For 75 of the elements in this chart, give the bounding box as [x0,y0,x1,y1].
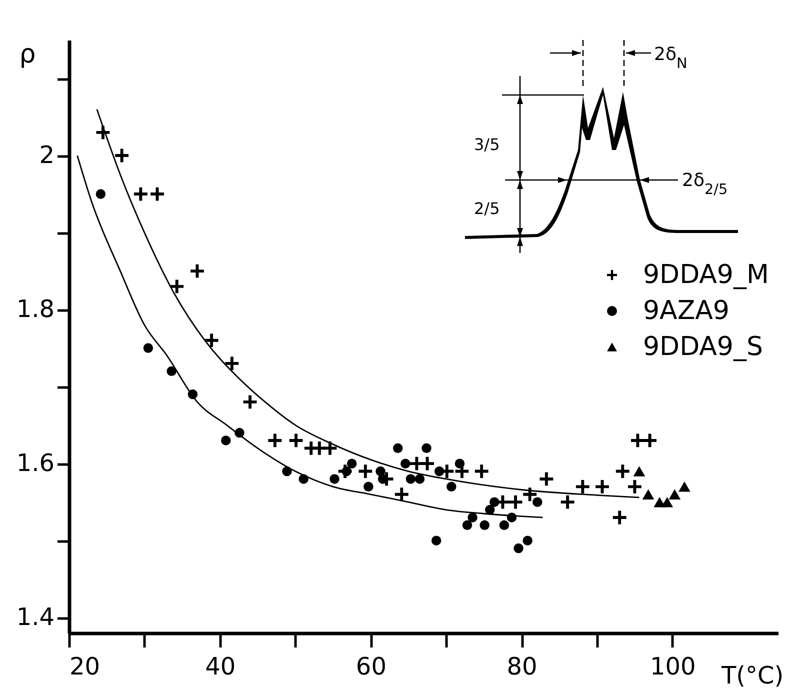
point [170,280,184,294]
annotation: 2δ$_{2/5}$ [682,170,728,198]
point [446,482,456,492]
point [422,443,432,454]
x-tick-label: 20 [70,652,100,680]
point [454,458,465,468]
point [514,543,524,554]
point [668,489,681,500]
point [268,434,282,448]
point [523,488,537,502]
y-tick-label: 2 [39,141,54,170]
point [560,495,574,509]
legend-label: 9DDA9_S [643,332,763,362]
point [612,510,626,524]
point [414,474,425,484]
point [134,187,148,201]
point [678,482,690,492]
point [631,434,644,448]
point [364,482,374,492]
point [499,520,510,530]
point [166,366,176,376]
y-tick-label: 1.8 [16,295,54,324]
legend-label: 9AZA9 [643,296,730,326]
point [225,356,239,370]
point [323,441,337,455]
annotation: 2δ$_{N}$ [654,44,688,72]
point [596,480,609,494]
point [289,434,303,448]
point [221,436,231,446]
point [243,395,257,409]
point [508,495,522,509]
point [394,488,408,502]
x-tick-label: 100 [650,652,696,680]
y-tick-label: 1.6 [16,449,54,478]
point [434,466,444,476]
point [358,464,372,478]
annotation: 2/5 [474,199,500,218]
point [376,466,386,476]
point [532,497,542,507]
point [143,343,154,353]
line-series [76,154,544,518]
point [643,434,656,448]
point [346,458,357,468]
x-tick-label: 60 [356,652,386,680]
point [490,497,500,507]
point [190,264,204,278]
point [480,520,490,530]
point [633,466,646,476]
legend-label: 9DDA9_M [643,260,769,290]
x-tick-label: 40 [205,652,236,680]
point [406,474,416,484]
point [150,187,164,201]
y-tick-label: 1.4 [16,603,54,632]
point [661,496,674,508]
point [462,520,472,530]
point [616,464,630,478]
point [522,536,532,546]
point [400,458,410,468]
annotation: 3/5 [474,135,500,154]
point [392,443,403,454]
point [628,480,642,494]
point [474,464,488,478]
x-tick-label: 80 [506,652,538,680]
y-axis-title: ρ [19,40,36,70]
point [576,480,590,494]
point [115,148,129,162]
point [204,334,218,348]
point [642,489,654,500]
point [431,536,442,546]
point [468,512,478,522]
point [540,472,554,486]
point [330,474,340,484]
point [420,456,434,470]
x-axis-title: T(°C) [720,662,784,690]
point [96,189,106,199]
